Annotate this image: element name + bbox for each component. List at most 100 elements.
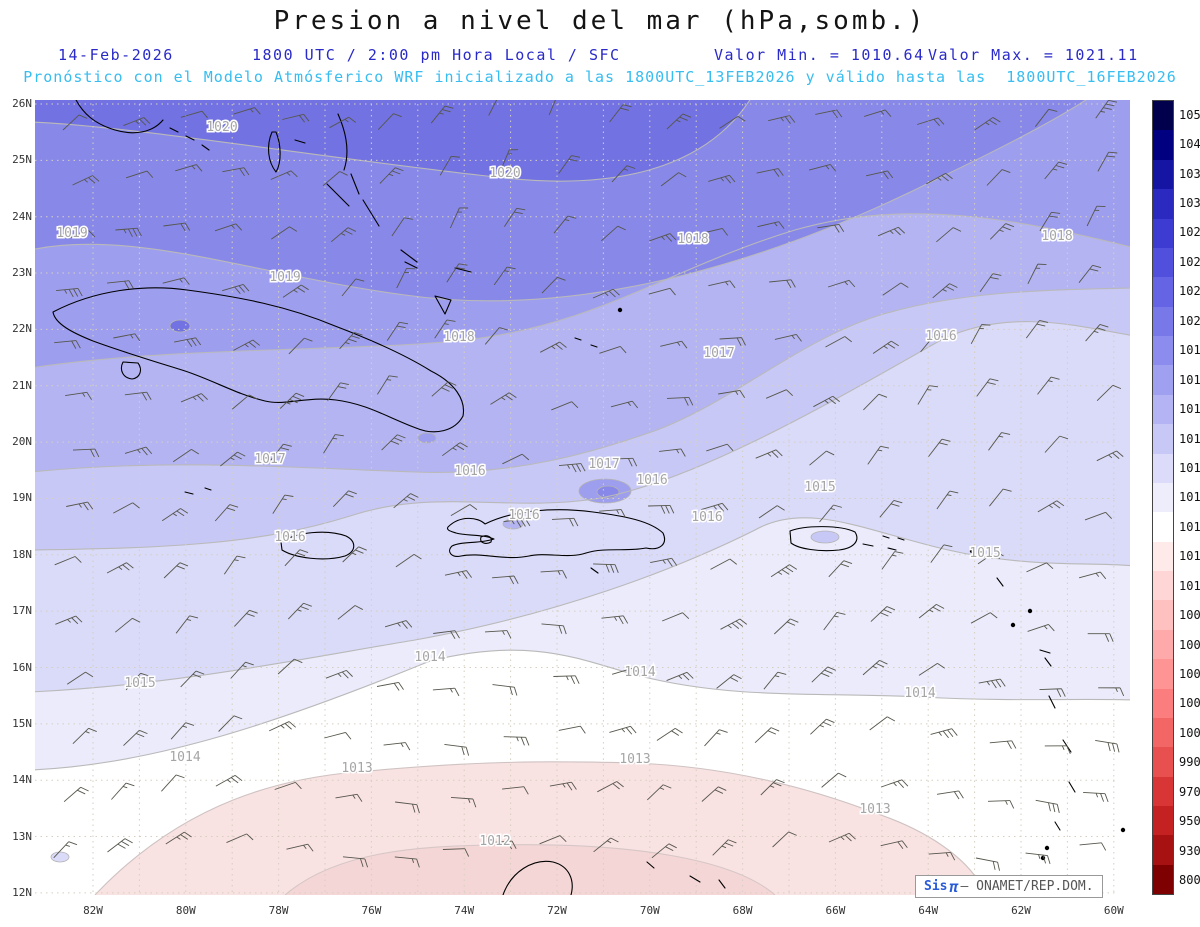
lon-tick-label: 82W — [83, 904, 103, 917]
colorbar-value-label: 1015 — [1179, 460, 1200, 475]
lat-tick-label: 23N — [12, 266, 32, 280]
contour-label: 1018 — [443, 330, 474, 345]
lat-tick-label: 24N — [12, 209, 32, 223]
colorbar-value-label: 1040 — [1179, 137, 1200, 152]
colorbar-value-label: 1002 — [1179, 696, 1200, 711]
colorbar-value-label: 930 — [1179, 843, 1200, 858]
page-title: Presion a nivel del mar (hPa,somb.) — [273, 6, 927, 36]
colorbar-swatch — [1153, 864, 1173, 895]
lon-tick-label: 62W — [1011, 904, 1031, 917]
pressure-map-canvas: 1020 1020 1019 1019 1018 1018 1018 1016 1017 1017… — [35, 100, 1130, 895]
lat-tick-label: 22N — [12, 322, 32, 336]
contour-label: 1016 — [274, 530, 305, 545]
colorbar-swatch — [1153, 453, 1173, 483]
pressure-colorbar: 1050 1040 1035 1030 1028 1025 1022 1020 1019 1018… — [1152, 100, 1200, 895]
colorbar-value-label: 970 — [1179, 784, 1200, 799]
colorbar-swatch — [1153, 512, 1173, 542]
lon-tick-label: 76W — [361, 904, 382, 917]
lon-tick-label: 60W — [1103, 904, 1124, 917]
colorbar-value-label: 950 — [1179, 814, 1200, 829]
lat-tick-label: 25N — [12, 153, 32, 167]
lon-tick-label: 80W — [175, 904, 196, 917]
colorbar-swatch — [1153, 365, 1173, 395]
contour-label-layer: 1020 1020 1019 1019 1018 1018 1018 1016 1017 1017… — [55, 119, 1074, 851]
colorbar-swatch — [1153, 659, 1173, 689]
lon-tick-label: 68W — [732, 904, 753, 917]
colorbar-swatch — [1153, 101, 1173, 131]
lat-tick-label: 20N — [12, 435, 32, 449]
colorbar-swatch — [1153, 541, 1173, 571]
colorbar-swatch — [1153, 424, 1173, 454]
lat-tick-label: 21N — [12, 378, 32, 392]
contour-label: 1013 — [859, 802, 890, 817]
colorbar-swatch — [1153, 247, 1173, 278]
colorbar-value-label: 1035 — [1179, 166, 1200, 181]
colorbar-value-label: 1006 — [1179, 637, 1200, 652]
contour-label: 1015 — [124, 676, 155, 691]
colorbar-value-label: 1008 — [1179, 608, 1200, 623]
colorbar-value-label: 1013 — [1179, 519, 1200, 534]
lon-tick-label: 64W — [918, 904, 939, 917]
lat-tick-label: 16N — [12, 660, 32, 674]
pressure-shading-layer — [35, 100, 1130, 895]
colorbar-value-label: 1016 — [1179, 431, 1200, 446]
colorbar-swatch — [1153, 688, 1173, 718]
colorbar-value-label: 1010 — [1179, 578, 1200, 593]
watermark-box: Sis π – ONAMET/REP.DOM. — [915, 875, 1103, 898]
watermark-source: – ONAMET/REP.DOM. — [960, 879, 1094, 894]
colorbar-value-label: 1004 — [1179, 667, 1200, 682]
watermark-sis: Sis — [924, 879, 948, 894]
colorbar-swatch — [1153, 629, 1173, 660]
colorbar-swatch-column — [1152, 100, 1174, 895]
lat-tick-label: 18N — [12, 547, 32, 561]
colorbar-value-label: 1012 — [1179, 549, 1200, 564]
colorbar-value-label: 800 — [1179, 873, 1200, 888]
lat-tick-label: 26N — [12, 97, 32, 110]
contour-label: 1020 — [206, 120, 237, 135]
colorbar-value-label: 1020 — [1179, 313, 1200, 328]
contour-label: 1017 — [588, 457, 619, 472]
value-max-label: Valor Max. = 1021.11 — [928, 46, 1139, 64]
contour-label: 1018 — [677, 232, 708, 247]
contour-label: 1013 — [619, 752, 650, 767]
forecast-date: 14-Feb-2026 — [58, 46, 174, 64]
wind-barb-layer — [53, 100, 1125, 871]
colorbar-value-label: 1022 — [1179, 284, 1200, 299]
lat-tick-label: 17N — [12, 604, 32, 618]
lat-tick-label: 13N — [12, 829, 32, 843]
colorbar-swatch — [1153, 277, 1173, 307]
colorbar-swatch — [1153, 159, 1173, 190]
watermark-pi-icon: π — [949, 877, 959, 896]
lon-tick-label: 78W — [268, 904, 289, 917]
colorbar-value-label: 1018 — [1179, 372, 1200, 387]
colorbar-value-label: 990 — [1179, 755, 1200, 770]
colorbar-swatch — [1153, 600, 1173, 630]
colorbar-swatch — [1153, 394, 1173, 425]
contour-label: 1020 — [489, 166, 520, 181]
contour-label: 1016 — [636, 473, 667, 488]
lon-tick-label: 66W — [825, 904, 846, 917]
colorbar-value-label: 1014 — [1179, 490, 1200, 505]
colorbar-value-label: 1017 — [1179, 402, 1200, 417]
value-min-label: Valor Min. = 1010.64 — [714, 46, 925, 64]
contour-label: 1016 — [925, 329, 956, 344]
contour-label: 1019 — [56, 226, 87, 241]
colorbar-swatch — [1153, 130, 1173, 160]
isobar-contour-layer — [35, 100, 1130, 895]
contour-label: 1014 — [169, 750, 200, 765]
contour-label: 1014 — [904, 686, 935, 701]
contour-label: 1016 — [508, 508, 539, 523]
colorbar-swatch — [1153, 336, 1173, 366]
colorbar-swatch — [1153, 482, 1173, 513]
colorbar-value-label: 1000 — [1179, 725, 1200, 740]
contour-label: 1014 — [414, 650, 445, 665]
contour-label: 1012 — [479, 834, 510, 849]
colorbar-label-column: 1050 1040 1035 1030 1028 1025 1022 1020 1019 1018… — [1179, 100, 1200, 895]
contour-label: 1016 — [691, 510, 722, 525]
contour-label: 1017 — [703, 346, 734, 361]
latlon-grid — [35, 103, 1115, 894]
contour-label: 1016 — [454, 464, 485, 479]
pressure-field-svg: 1020 1020 1019 1019 1018 1018 1018 1016 1017 1017… — [35, 100, 1130, 895]
forecast-validity-line: Pronóstico con el Modelo Atmósferico WRF… — [23, 68, 1177, 86]
colorbar-value-label: 1050 — [1179, 107, 1200, 122]
